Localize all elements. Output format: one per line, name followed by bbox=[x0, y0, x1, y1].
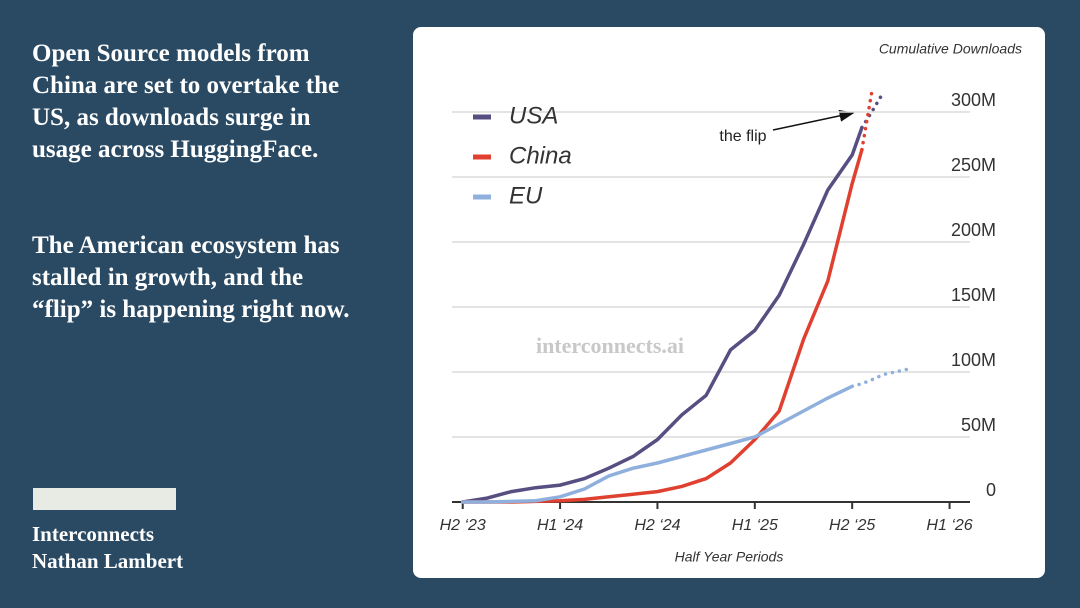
x-tick-label: H2 ‘24 bbox=[634, 517, 680, 534]
series-line bbox=[460, 125, 864, 504]
x-tick-label: H1 ‘24 bbox=[537, 517, 583, 534]
legend-label: China bbox=[509, 142, 572, 169]
watermark: interconnects.ai bbox=[536, 333, 684, 358]
y-axis-title: Cumulative Downloads bbox=[879, 41, 1022, 57]
x-tick-label: H2 ‘23 bbox=[440, 517, 486, 534]
x-tick-label: H1 ‘26 bbox=[926, 517, 972, 534]
chart-card bbox=[413, 27, 1045, 578]
x-axis-title: Half Year Periods bbox=[675, 549, 784, 565]
x-tick-label: H2 ‘25 bbox=[829, 517, 875, 534]
legend-label: EU bbox=[509, 182, 543, 209]
footer-line: Nathan Lambert bbox=[32, 549, 184, 573]
paragraph: Open Source models from China are set to… bbox=[32, 40, 340, 163]
y-tick-label: 0 bbox=[986, 480, 996, 500]
legend-label: USA bbox=[509, 102, 558, 129]
annotation-arrow bbox=[772, 109, 855, 131]
footer-line: Interconnects bbox=[32, 522, 155, 546]
y-tick-label: 150M bbox=[951, 285, 996, 305]
y-tick-label: 50M bbox=[961, 415, 996, 435]
x-tick-label: H1 ‘25 bbox=[732, 517, 778, 534]
y-tick-label: 250M bbox=[951, 155, 996, 175]
paragraph: The American ecosystem has stalled in gr… bbox=[32, 232, 350, 323]
series-line bbox=[460, 384, 854, 504]
projection-line bbox=[850, 366, 915, 389]
y-tick-label: 200M bbox=[951, 220, 996, 240]
projection-line bbox=[860, 90, 874, 152]
annotation: the flip bbox=[719, 128, 766, 145]
footer-bar bbox=[33, 488, 176, 510]
y-tick-label: 100M bbox=[951, 350, 996, 370]
y-tick-label: 300M bbox=[951, 90, 996, 110]
